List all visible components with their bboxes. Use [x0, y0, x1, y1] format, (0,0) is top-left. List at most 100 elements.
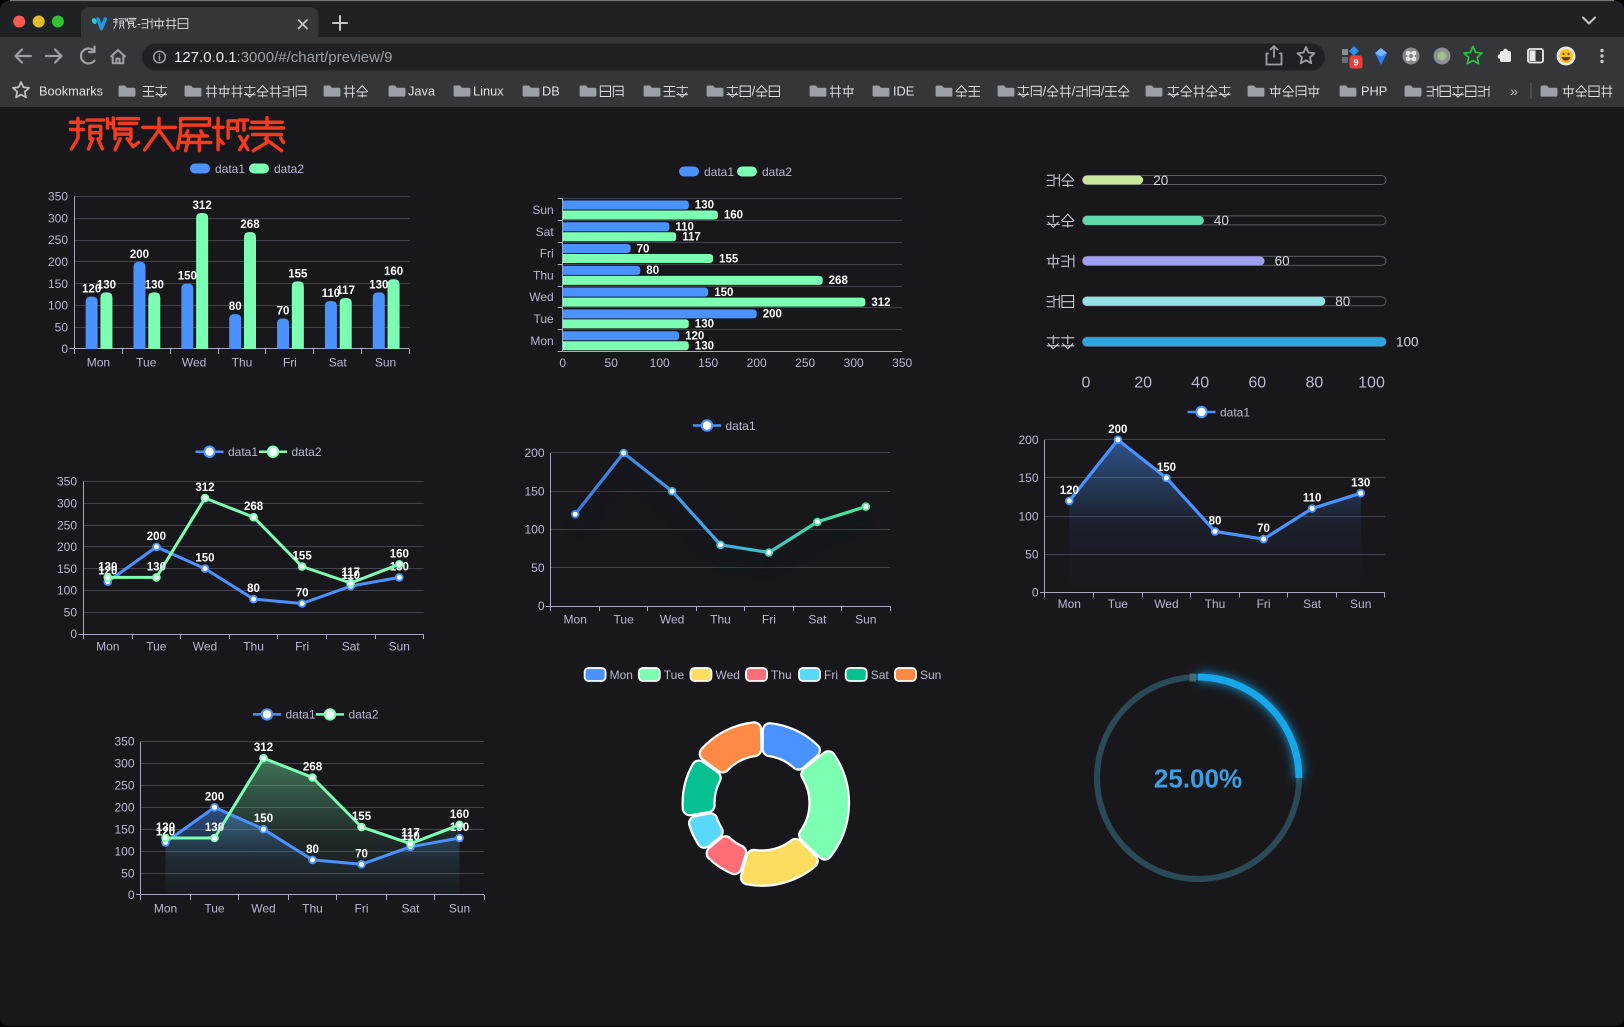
svg-text:Thu: Thu — [1205, 597, 1226, 611]
svg-text:268: 268 — [829, 275, 849, 287]
svg-text:Java: Java — [408, 84, 436, 99]
svg-text:Wed: Wed — [251, 902, 275, 916]
svg-text:Thu: Thu — [302, 902, 323, 916]
svg-text:117: 117 — [336, 285, 355, 297]
svg-text:/: / — [1043, 84, 1047, 99]
svg-text:100: 100 — [48, 299, 68, 313]
svg-text:Wed: Wed — [529, 290, 553, 304]
svg-text:250: 250 — [48, 233, 68, 247]
svg-text:150: 150 — [195, 553, 214, 565]
svg-text:Thu: Thu — [771, 668, 792, 682]
svg-text:200: 200 — [1108, 424, 1127, 436]
svg-text:150: 150 — [1018, 471, 1038, 485]
svg-text:0: 0 — [559, 356, 566, 370]
svg-text:100: 100 — [1358, 375, 1385, 392]
svg-text:Thu: Thu — [533, 268, 554, 282]
svg-text:Wed: Wed — [660, 613, 684, 627]
svg-text:DB: DB — [542, 84, 560, 99]
svg-text:/: / — [752, 84, 756, 99]
svg-text:data1: data1 — [1220, 405, 1250, 419]
svg-text:Fri: Fri — [283, 356, 297, 370]
svg-text:Wed: Wed — [182, 356, 206, 370]
svg-text:200: 200 — [57, 540, 77, 554]
svg-text:130: 130 — [1351, 477, 1370, 489]
svg-text:40: 40 — [1214, 213, 1229, 228]
svg-text:120: 120 — [1060, 485, 1079, 497]
svg-text:150: 150 — [254, 813, 273, 825]
svg-text:Fri: Fri — [1257, 597, 1271, 611]
svg-text:Tue: Tue — [614, 613, 635, 627]
svg-text:200: 200 — [147, 531, 166, 543]
svg-text:50: 50 — [1025, 548, 1039, 562]
svg-text:100: 100 — [650, 356, 670, 370]
svg-text:25.00%: 25.00% — [1154, 764, 1242, 794]
svg-text:data2: data2 — [274, 162, 304, 176]
svg-text:Mon: Mon — [87, 356, 110, 370]
svg-text:70: 70 — [1257, 523, 1270, 535]
svg-text:70: 70 — [637, 243, 650, 255]
svg-text:150: 150 — [1157, 462, 1176, 474]
svg-text:Sun: Sun — [920, 668, 941, 682]
svg-text:350: 350 — [57, 475, 77, 489]
svg-text::3000/#/chart/preview/9: :3000/#/chart/preview/9 — [237, 49, 393, 66]
svg-text:110: 110 — [341, 570, 360, 582]
svg-text:110: 110 — [1303, 493, 1322, 505]
svg-text:160: 160 — [390, 548, 409, 560]
svg-text:155: 155 — [352, 811, 372, 823]
svg-text:300: 300 — [57, 496, 77, 510]
svg-text:200: 200 — [48, 255, 68, 269]
svg-text:130: 130 — [695, 340, 714, 352]
svg-text:Bookmarks: Bookmarks — [39, 84, 103, 99]
svg-text:100: 100 — [1396, 335, 1419, 350]
svg-text:250: 250 — [795, 356, 815, 370]
svg-text:150: 150 — [114, 822, 134, 836]
svg-text:155: 155 — [288, 268, 308, 280]
svg-text:130: 130 — [695, 200, 714, 212]
svg-text:Mon: Mon — [530, 334, 553, 348]
svg-text:70: 70 — [355, 848, 368, 860]
svg-text:80: 80 — [1335, 294, 1350, 309]
svg-text:150: 150 — [714, 287, 733, 299]
svg-text:155: 155 — [719, 253, 739, 265]
svg-text:Fri: Fri — [540, 247, 554, 261]
svg-text:160: 160 — [384, 266, 403, 278]
svg-text:0: 0 — [538, 599, 545, 613]
svg-text:150: 150 — [524, 484, 544, 498]
svg-text:Thu: Thu — [710, 613, 731, 627]
svg-text:312: 312 — [871, 297, 890, 309]
svg-text:127.0.0.1: 127.0.0.1 — [174, 49, 237, 66]
svg-text:100: 100 — [57, 584, 77, 598]
svg-text:Sun: Sun — [532, 203, 553, 217]
svg-text:60: 60 — [1275, 254, 1290, 269]
svg-text:100: 100 — [1018, 509, 1038, 523]
svg-text:»: » — [1510, 83, 1518, 99]
svg-text:Mon: Mon — [1058, 597, 1081, 611]
svg-text:250: 250 — [57, 518, 77, 532]
svg-text:50: 50 — [55, 320, 69, 334]
svg-text:50: 50 — [605, 356, 619, 370]
svg-text:117: 117 — [401, 828, 420, 840]
svg-text:50: 50 — [531, 561, 545, 575]
svg-text:data1: data1 — [286, 708, 316, 722]
svg-text:Thu: Thu — [243, 640, 264, 654]
svg-text:PHP: PHP — [1361, 84, 1387, 99]
svg-text:200: 200 — [524, 446, 544, 460]
svg-text:Wed: Wed — [1154, 597, 1178, 611]
svg-text:Sun: Sun — [375, 356, 396, 370]
svg-text:250: 250 — [114, 779, 134, 793]
svg-text:130: 130 — [369, 279, 388, 291]
svg-text:Tue: Tue — [1108, 597, 1129, 611]
svg-text:data1: data1 — [726, 419, 756, 433]
svg-text:117: 117 — [682, 231, 701, 243]
svg-text:300: 300 — [844, 356, 864, 370]
svg-text:Tue: Tue — [146, 640, 167, 654]
svg-text:Tue: Tue — [204, 902, 225, 916]
svg-text:150: 150 — [57, 562, 77, 576]
svg-text:80: 80 — [1209, 515, 1222, 527]
svg-text:Mon: Mon — [564, 613, 587, 627]
svg-text:130: 130 — [145, 279, 164, 291]
svg-text:110: 110 — [675, 221, 694, 233]
svg-text:110: 110 — [401, 831, 420, 843]
svg-text:Tue: Tue — [533, 312, 554, 326]
svg-text:120: 120 — [98, 566, 117, 578]
